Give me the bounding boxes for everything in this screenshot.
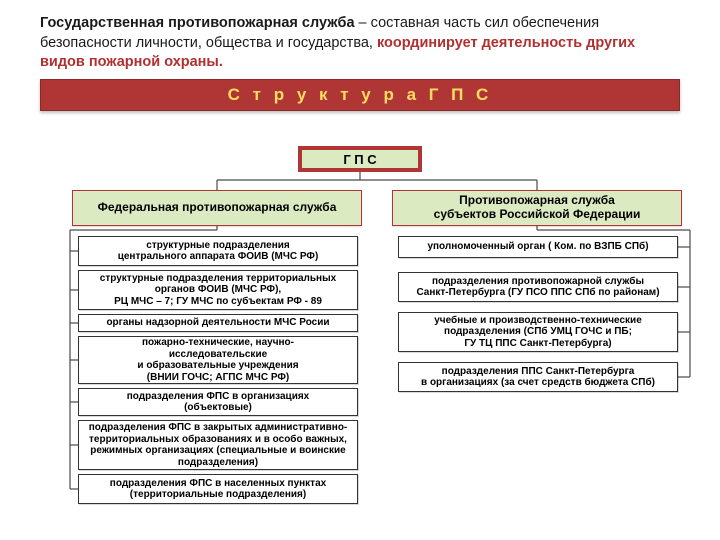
title-block: Государственная противопожарная служба –… [0, 0, 720, 73]
right-branch-l2: субъектов Российской Федерации [393, 208, 681, 222]
left-leaf-4-line: подразделения ФПС в организациях [85, 391, 351, 403]
right-leaf-2-line: учебные и производственно-технические [405, 315, 671, 327]
left-leaf-3-line: пожарно-технические, научно- [85, 337, 351, 349]
right-branch-l1: Противопожарная служба [393, 194, 681, 208]
left-leaf-0-line: структурные подразделения [85, 240, 351, 252]
right-leaf-0-line: уполномоченный орган ( Ком. по ВЗПБ СПб) [405, 241, 671, 253]
right-leaf-0: уполномоченный орган ( Ком. по ВЗПБ СПб) [398, 236, 678, 258]
title-bold: Государственная противопожарная служба [40, 15, 355, 31]
left-leaf-1-line: структурные подразделения территориальны… [85, 273, 351, 285]
right-leaf-1-line: подразделения противопожарной службы [405, 276, 671, 288]
left-leaf-6-line: подразделения ФПС в населенных пунктах [85, 478, 351, 490]
right-leaf-1-line: Санкт-Петербурга (ГУ ПСО ППС СПб по райо… [405, 287, 671, 299]
left-leaf-3-line: и образовательные учреждения [85, 360, 351, 372]
right-leaf-3-line: подразделения ППС Санкт-Петербурга [405, 366, 671, 378]
left-leaf-5-line: подразделения ФПС в закрытых администрат… [85, 422, 351, 434]
left-leaf-2: органы надзорной деятельности МЧС Росии [78, 314, 358, 332]
right-leaf-2-line: подразделения (СПб УМЦ ГОЧС и ПБ; [405, 326, 671, 338]
left-leaf-5-line: территориальных образованиях и в особо в… [85, 434, 351, 446]
title-text: Государственная противопожарная служба –… [40, 14, 680, 73]
left-leaf-3: пожарно-технические, научно-исследовател… [78, 336, 358, 384]
left-leaf-5-line: режимных организациях (специальные и вои… [85, 445, 351, 457]
left-leaf-0: структурные подразделенияцентрального ап… [78, 236, 358, 266]
left-leaf-5-line: подразделения) [85, 457, 351, 469]
left-leaf-2-line: органы надзорной деятельности МЧС Росии [85, 317, 351, 329]
left-leaf-6: подразделения ФПС в населенных пунктах(т… [78, 474, 358, 504]
left-leaf-3-line: исследовательские [85, 349, 351, 361]
left-leaf-0-line: центрального аппарата ФОИВ (МЧС РФ) [85, 251, 351, 263]
left-leaf-1: структурные подразделения территориальны… [78, 270, 358, 310]
root-node: Г П С [300, 148, 420, 170]
right-leaf-3: подразделения ППС Санкт-Петербургав орга… [398, 362, 678, 392]
left-leaf-1-line: органов ФОИВ (МЧС РФ), [85, 284, 351, 296]
left-leaf-3-line: (ВНИИ ГОЧС; АГПС МЧС РФ) [85, 372, 351, 384]
right-leaf-3-line: в организациях (за счет средств бюджета … [405, 377, 671, 389]
left-branch: Федеральная противопожарная служба [72, 190, 362, 226]
left-leaf-4: подразделения ФПС в организациях(объекто… [78, 388, 358, 416]
left-leaf-5: подразделения ФПС в закрытых администрат… [78, 420, 358, 470]
left-leaf-4-line: (объектовые) [85, 402, 351, 414]
left-leaf-1-line: РЦ МЧС – 7; ГУ МЧС по субъектам РФ - 89 [85, 296, 351, 308]
right-leaf-1: подразделения противопожарной службыСанк… [398, 272, 678, 302]
right-leaf-2: учебные и производственно-техническиепод… [398, 312, 678, 352]
left-leaf-6-line: (территориальные подразделения) [85, 489, 351, 501]
structure-banner: С т р у к т у р а Г П С [40, 79, 680, 111]
right-leaf-2-line: ГУ ТЦ ППС Санкт-Петербурга) [405, 338, 671, 350]
right-branch: Противопожарная служба субъектов Российс… [392, 190, 682, 226]
